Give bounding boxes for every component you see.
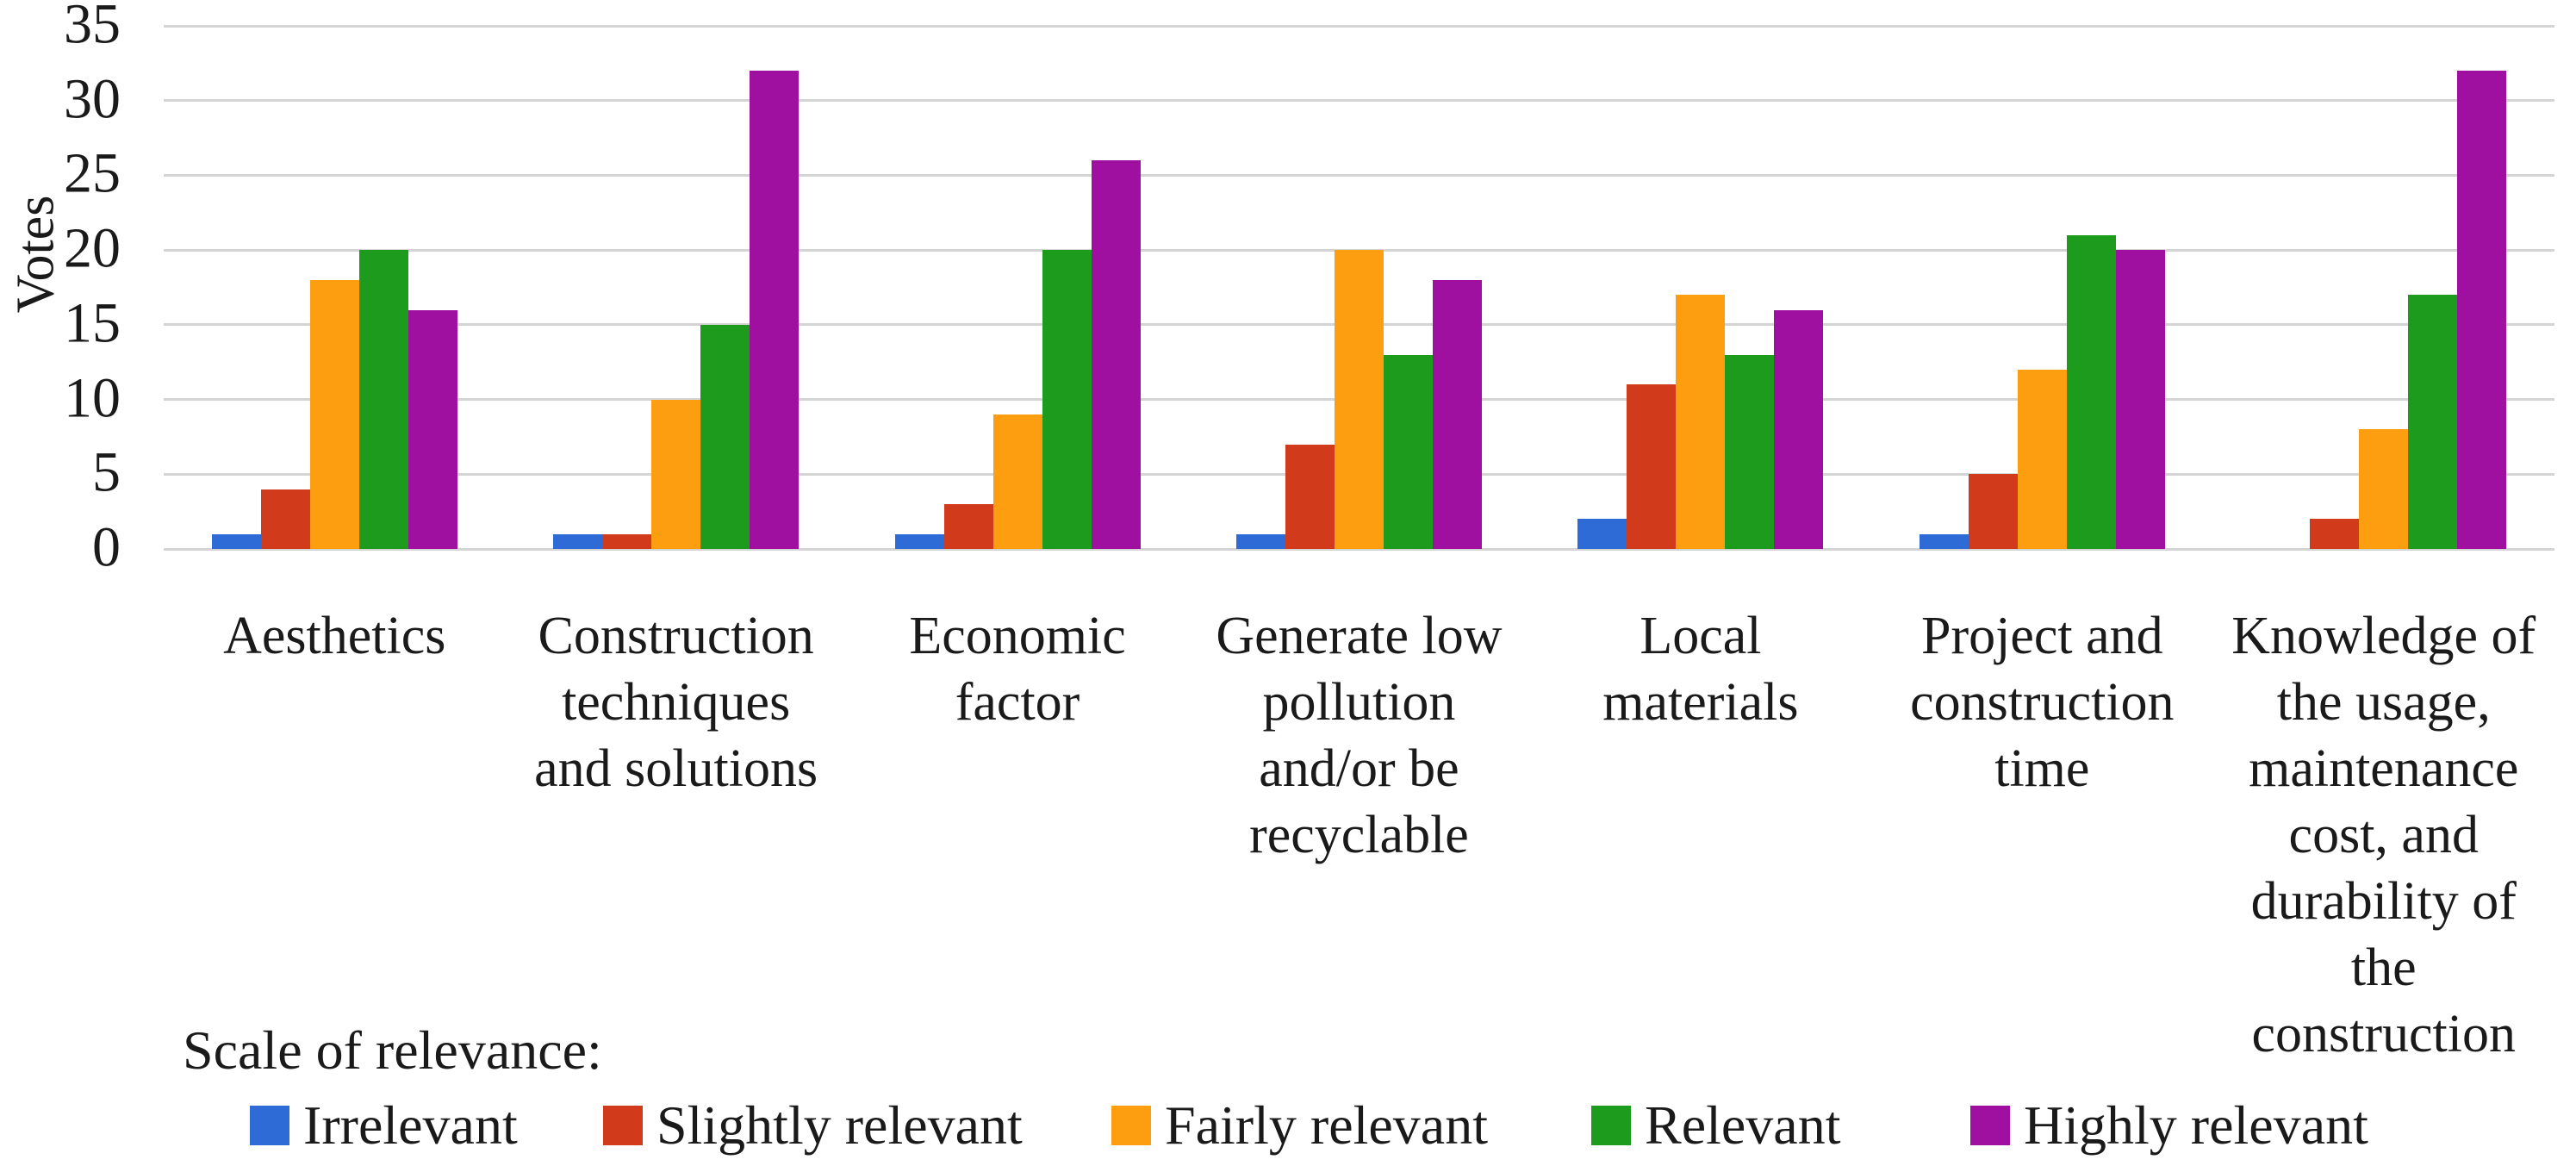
bar-group-project-and xyxy=(1871,26,2212,549)
legend-item-label: Highly relevant xyxy=(2024,1094,2368,1156)
bar-slightly-relevant xyxy=(1627,384,1677,549)
legend-item-relevant: Relevant xyxy=(1591,1094,1840,1156)
bar-relevant xyxy=(700,324,750,549)
legend-item-highly-relevant: Highly relevant xyxy=(1970,1094,2368,1156)
bar-highly-relevant xyxy=(1091,160,1141,549)
legend-item-label: Fairly relevant xyxy=(1165,1094,1488,1156)
bar-fairly-relevant xyxy=(1676,295,1726,549)
bar-group-generate-low xyxy=(1188,26,1529,549)
y-tick-label: 30 xyxy=(64,67,121,131)
bar-relevant xyxy=(358,250,408,549)
bar-highly-relevant xyxy=(750,71,800,549)
bar-highly-relevant xyxy=(1432,279,1482,549)
y-tick-label: 0 xyxy=(92,515,121,579)
bar-group-economic-factor xyxy=(847,26,1188,549)
legend: Irrelevant Slightly relevant Fairly releva… xyxy=(0,1094,2576,1156)
bar-slightly-relevant xyxy=(1285,444,1335,549)
x-category-label: Economic factor xyxy=(909,607,1126,732)
legend-item-label: Slightly relevant xyxy=(656,1094,1023,1156)
bar-fairly-relevant xyxy=(309,279,359,549)
gridline xyxy=(164,173,2554,177)
legend-item-fairly-relevant: Fairly relevant xyxy=(1111,1094,1488,1156)
x-category-label: Project and construction time xyxy=(1910,607,2175,798)
bar-groups xyxy=(164,26,2554,549)
legend-item-irrelevant: Irrelevant xyxy=(250,1094,518,1156)
gridline xyxy=(164,24,2554,28)
legend-swatch-icon xyxy=(250,1106,289,1145)
legend-swatch-icon xyxy=(603,1106,643,1145)
bar-highly-relevant xyxy=(2115,250,2165,549)
legend-swatch-icon xyxy=(1111,1106,1151,1145)
bar-relevant xyxy=(1725,354,1775,549)
legend-swatch-icon xyxy=(1591,1106,1631,1145)
bar-group-construction-techniques xyxy=(505,26,846,549)
bar-highly-relevant xyxy=(2457,71,2507,549)
bar-irrelevant xyxy=(1577,519,1627,549)
bar-group-knowledge-of xyxy=(2213,26,2554,549)
bar-fairly-relevant xyxy=(992,414,1042,549)
legend-swatch-icon xyxy=(1970,1106,2010,1145)
x-category-labels: Aesthetics Construction techniques and so… xyxy=(164,603,2554,1068)
bar-slightly-relevant xyxy=(943,503,993,549)
bar-irrelevant xyxy=(211,533,261,549)
bar-highly-relevant xyxy=(408,309,457,549)
y-tick-label: 15 xyxy=(64,291,121,355)
bar-slightly-relevant xyxy=(602,533,652,549)
gridline xyxy=(164,547,2554,551)
bar-relevant xyxy=(1383,354,1433,549)
bar-fairly-relevant xyxy=(651,399,701,549)
x-category-label: Local materials xyxy=(1602,607,1799,732)
legend-item-slightly-relevant: Slightly relevant xyxy=(603,1094,1023,1156)
bar-fairly-relevant xyxy=(2359,429,2409,549)
bar-relevant xyxy=(2408,295,2458,549)
bar-fairly-relevant xyxy=(2017,369,2067,549)
y-tick-label: 10 xyxy=(64,366,121,430)
bar-fairly-relevant xyxy=(1334,250,1384,549)
bar-irrelevant xyxy=(894,533,944,549)
bar-slightly-relevant xyxy=(2310,519,2360,549)
x-category-label: Construction techniques and solutions xyxy=(534,607,818,798)
y-tick-label: 35 xyxy=(64,0,121,56)
legend-item-label: Irrelevant xyxy=(303,1094,518,1156)
x-category-label: Generate low pollution and/or be recycla… xyxy=(1216,607,1503,864)
bar-irrelevant xyxy=(1919,533,1969,549)
y-tick-label: 5 xyxy=(92,440,121,504)
bar-slightly-relevant xyxy=(260,489,310,549)
y-tick-label: 25 xyxy=(64,142,121,206)
gridline xyxy=(164,99,2554,103)
x-category-label: Aesthetics xyxy=(223,607,446,665)
bar-relevant xyxy=(2066,234,2116,549)
x-category-label: Knowledge of the usage, maintenance cost… xyxy=(2231,607,2536,1063)
plot-area xyxy=(164,24,2554,551)
bar-irrelevant xyxy=(1235,533,1285,549)
bar-highly-relevant xyxy=(1774,309,1824,549)
bar-relevant xyxy=(1042,250,1092,549)
y-tick-label: 20 xyxy=(64,216,121,280)
legend-title: Scale of relevance: xyxy=(183,1019,602,1081)
bar-group-aesthetics xyxy=(164,26,505,549)
bar-slightly-relevant xyxy=(1968,474,2018,549)
legend-item-label: Relevant xyxy=(1645,1094,1841,1156)
bar-group-local-materials xyxy=(1530,26,1871,549)
bar-irrelevant xyxy=(553,533,603,549)
